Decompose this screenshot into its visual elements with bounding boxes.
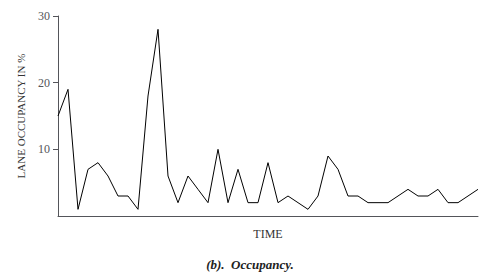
svg-text:20: 20 [38, 76, 50, 90]
svg-text:30: 30 [38, 9, 50, 23]
svg-text:10: 10 [38, 142, 50, 156]
svg-text:TIME: TIME [253, 227, 282, 241]
svg-text:(b). Occupancy.: (b). Occupancy. [206, 257, 294, 272]
svg-text:LANE OCCUPANCY IN %: LANE OCCUPANCY IN % [15, 54, 27, 179]
